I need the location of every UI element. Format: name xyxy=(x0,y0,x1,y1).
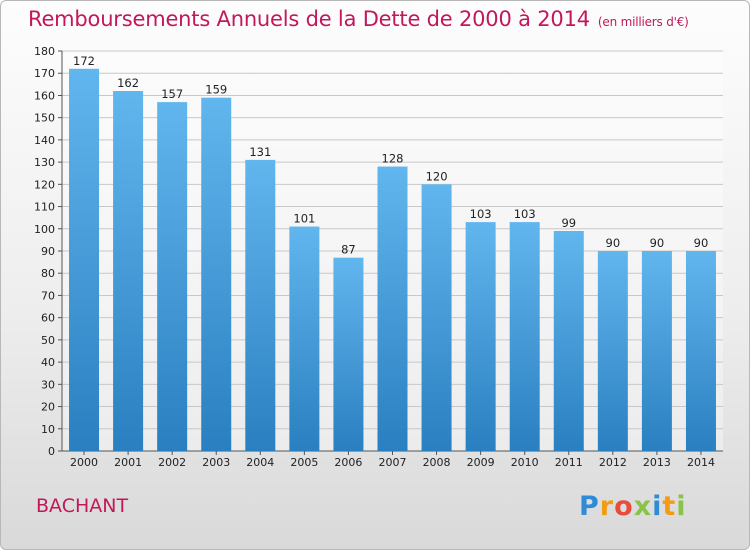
bar xyxy=(509,222,540,451)
y-tick-label: 170 xyxy=(34,67,55,80)
x-tick-label: 2011 xyxy=(555,456,583,469)
x-tick-label: 2014 xyxy=(687,456,715,469)
bar-value-label: 90 xyxy=(606,236,621,250)
x-tick-label: 2009 xyxy=(467,456,495,469)
bar xyxy=(157,102,188,451)
y-tick-label: 110 xyxy=(34,201,55,214)
y-tick-label: 50 xyxy=(41,334,55,347)
y-tick-label: 10 xyxy=(41,423,55,436)
x-tick-label: 2007 xyxy=(379,456,407,469)
y-tick-label: 40 xyxy=(41,356,55,369)
y-tick-label: 140 xyxy=(34,134,55,147)
bar-value-label: 172 xyxy=(73,54,95,68)
chart-title: Remboursements Annuels de la Dette de 20… xyxy=(28,7,689,31)
x-tick-label: 2013 xyxy=(643,456,671,469)
bar-value-label: 90 xyxy=(650,236,665,250)
bar-value-label: 120 xyxy=(426,169,448,183)
bar xyxy=(377,166,408,452)
bar-value-label: 90 xyxy=(694,236,709,250)
bar xyxy=(113,91,144,451)
y-tick-label: 130 xyxy=(34,156,55,169)
logo-letter: o xyxy=(614,491,634,522)
x-tick-label: 2002 xyxy=(158,456,186,469)
proxiti-logo: Proxiti xyxy=(579,491,687,522)
commune-name: BACHANT xyxy=(36,495,129,517)
y-tick-label: 160 xyxy=(34,89,55,102)
logo-letter: x xyxy=(633,491,653,522)
x-tick-label: 2008 xyxy=(423,456,451,469)
bar xyxy=(685,251,716,451)
bar xyxy=(201,97,232,452)
bar xyxy=(245,159,276,451)
bar xyxy=(465,222,496,451)
y-tick-label: 150 xyxy=(34,112,55,125)
bar-value-label: 103 xyxy=(470,207,492,221)
x-tick-label: 2004 xyxy=(246,456,274,469)
x-tick-label: 2005 xyxy=(290,456,318,469)
bar xyxy=(421,184,452,452)
unit-label: (en milliers d'€) xyxy=(597,15,689,29)
x-tick-label: 2001 xyxy=(114,456,142,469)
logo-letter: i xyxy=(676,491,687,522)
x-tick-label: 2006 xyxy=(334,456,362,469)
y-tick-label: 100 xyxy=(34,223,55,236)
y-tick-label: 30 xyxy=(41,378,55,391)
bar xyxy=(597,251,628,451)
logo-letter: t xyxy=(662,491,677,522)
bar-value-label: 131 xyxy=(249,145,271,159)
y-tick-label: 90 xyxy=(41,245,55,258)
bar-value-label: 157 xyxy=(161,87,183,101)
bar xyxy=(333,257,364,451)
bar-value-label: 162 xyxy=(117,76,139,90)
logo-letter: i xyxy=(652,491,663,522)
bar-value-label: 101 xyxy=(293,212,315,226)
logo-letter: r xyxy=(599,491,615,522)
bar xyxy=(641,251,672,451)
x-tick-label: 2000 xyxy=(70,456,98,469)
y-tick-label: 70 xyxy=(41,289,55,302)
y-tick-label: 120 xyxy=(34,178,55,191)
bar xyxy=(69,68,100,452)
x-tick-label: 2012 xyxy=(599,456,627,469)
y-tick-label: 80 xyxy=(41,267,55,280)
y-tick-label: 0 xyxy=(48,445,55,458)
x-tick-label: 2010 xyxy=(511,456,539,469)
bar xyxy=(289,226,320,451)
bar-value-label: 128 xyxy=(382,152,404,166)
bar-value-label: 99 xyxy=(561,216,576,230)
bar-value-label: 159 xyxy=(205,83,227,97)
bar-value-label: 103 xyxy=(514,207,536,221)
y-tick-label: 60 xyxy=(41,312,55,325)
y-tick-label: 20 xyxy=(41,401,55,414)
bar-value-label: 87 xyxy=(341,243,356,257)
x-tick-label: 2003 xyxy=(202,456,230,469)
bar xyxy=(553,231,584,451)
y-tick-label: 180 xyxy=(34,45,55,58)
logo-letter: P xyxy=(579,491,600,522)
